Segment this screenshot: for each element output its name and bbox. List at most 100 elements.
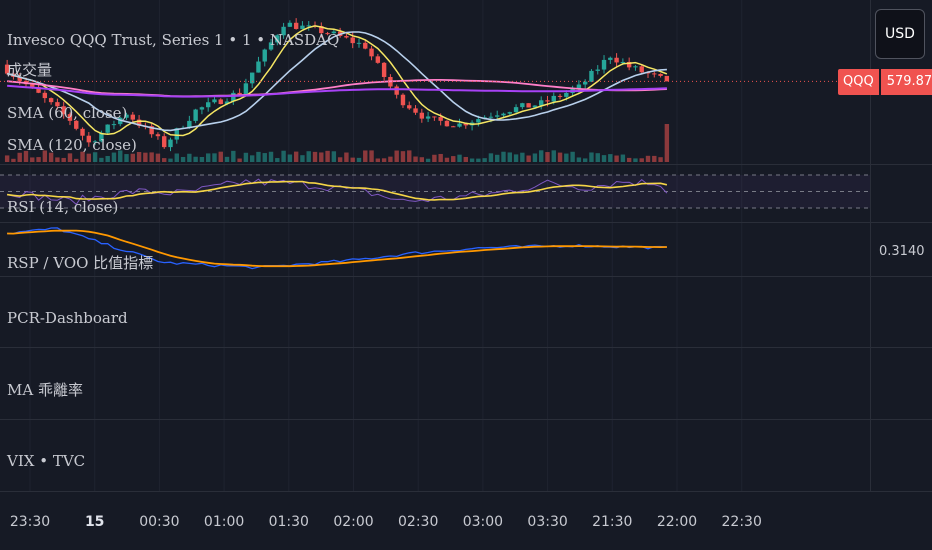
ma-fast-line [6,25,668,137]
volume-bar [425,158,431,162]
volume-bar [281,150,286,162]
candle-body [199,107,205,110]
volume-bar [507,152,512,162]
volume-bar [381,158,387,162]
rsi-label[interactable]: RSI (14, close) [7,198,119,216]
candle-body [501,113,506,116]
candle-body [319,26,324,34]
candle [451,125,456,128]
pane-divider[interactable] [0,222,932,223]
volume-bar [275,158,280,162]
candle-body [520,103,525,108]
candle-body [92,141,98,143]
candle-body [162,136,167,148]
candle [262,48,267,67]
volume-bar [482,158,487,162]
volume-bar [601,155,607,162]
volume-bar [205,153,211,162]
candle [155,132,161,140]
last-price-symbol: QQQ [838,69,879,95]
candle [67,112,73,126]
volume-bar [350,157,355,162]
candle-body [42,92,48,99]
candle-body [363,42,368,49]
candle [582,79,588,90]
candle-body [407,105,412,109]
candle-body [118,117,123,125]
pane-divider[interactable] [0,164,932,165]
volume-bar [256,151,261,162]
time-axis-label: 01:00 [203,514,245,530]
volume-bar [369,150,374,162]
chart-canvas[interactable] [0,0,870,492]
candle-body [557,95,563,97]
vix-label[interactable]: VIX • TVC [7,452,86,470]
volume-bar [187,153,192,162]
candle [652,71,657,78]
symbol-title[interactable]: Invesco QQQ Trust, Series 1 • 1 • NASDAQ [7,31,340,49]
ratio-label[interactable]: RSP / VOO 比值指標 [7,254,154,272]
pane-divider[interactable] [0,419,932,420]
volume-bar [652,155,657,162]
pcr-label[interactable]: PCR-Dashboard [7,309,128,327]
volume-bar [143,152,148,162]
volume-bar [570,151,575,162]
currency-button[interactable]: USD [875,9,925,59]
volume-bar [36,157,41,162]
time-axis-label: 02:00 [333,514,374,530]
candle-body [639,66,644,73]
chart-area[interactable]: Invesco QQQ Trust, Series 1 • 1 • NASDAQ… [0,0,870,492]
candle-body [36,86,41,93]
candle-body [268,42,274,50]
volume-bar [557,152,563,162]
candle [256,56,261,73]
volume-bar [168,158,173,162]
volume-bar [545,152,550,162]
sma120-line [7,84,667,98]
candle-body [111,124,117,126]
volume-bar [495,154,500,162]
volume-bar [306,151,311,162]
candle-body [375,56,381,63]
candle [469,120,475,131]
candle [538,96,544,110]
candle [243,78,249,95]
time-axis-label: 02:30 [398,514,439,530]
candle [193,108,198,124]
sma60-label[interactable]: SMA (60, close) [7,104,128,122]
candle-body [293,22,299,29]
candle-body [526,103,531,108]
candle-body [476,119,481,123]
volume-bar [17,152,22,162]
volume-bar [180,156,186,162]
candle [363,39,368,50]
volume-bar [149,152,154,162]
time-axis-label: 03:00 [462,514,504,530]
candle-body [413,108,418,113]
volume-label[interactable]: 成交量 [7,61,53,79]
sma120-label[interactable]: SMA (120, close) [7,136,137,154]
candle-body [344,36,349,38]
volume-bar [319,152,324,162]
price-axis[interactable] [870,0,932,492]
candle [55,98,60,110]
candle-body [187,120,192,128]
pane-divider[interactable] [0,491,932,492]
volume-bar [639,158,644,162]
pane-divider[interactable] [0,276,932,277]
volume-bar [300,155,305,162]
pane-divider[interactable] [0,347,932,348]
time-axis-label: 01:30 [268,514,309,530]
candle-body [488,116,494,118]
volume-bar [363,150,368,162]
volume-bar [337,157,343,162]
volume-bar [199,156,205,162]
candle-body [262,49,267,62]
ma-deviation-label[interactable]: MA 乖離率 [7,381,83,399]
candle-body [55,102,60,107]
candle [595,65,600,75]
candle [375,53,381,64]
candle-body [287,22,293,27]
candle-body [4,64,10,74]
volume-bar [407,150,412,162]
